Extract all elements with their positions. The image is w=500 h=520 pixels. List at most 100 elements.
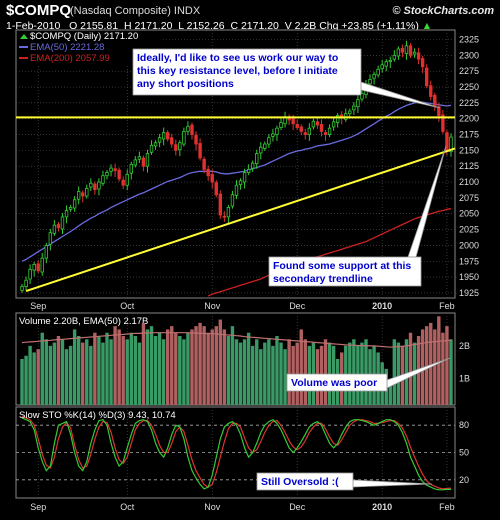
volume-bar [28,345,32,405]
candle-body [323,132,328,135]
volume-bar [230,326,235,405]
quote-line: 1-Feb-2010 O 2155.81 H 2171.20 L 2152.26… [6,20,432,32]
candle-legend-icon [20,34,28,39]
volume-bar [24,355,28,405]
volume-bar [36,349,40,405]
candle-body [445,132,449,153]
candle-body [246,168,251,173]
candle-body [250,162,255,169]
volume-bar [303,339,307,405]
x-tick-label-bottom: Feb [439,502,455,512]
candle-body [384,61,388,67]
candle-body [291,118,295,125]
sto-callout-text-line: Still Oversold :( [261,476,339,488]
resistance-callout-text-line: this key resistance level, before I init… [137,65,338,77]
candle-body [392,54,397,60]
candle-body [60,216,65,230]
candle-body [441,114,445,132]
candle-body [242,172,247,183]
volume-bar [182,339,186,405]
support-callout-text-line: Found some support at this [273,260,411,272]
candle-body [360,92,364,100]
candle-body [56,224,61,229]
x-tick-label: Nov [204,301,221,311]
volume-bar [234,339,239,405]
volume-bar [178,336,182,405]
candle-body [307,127,312,135]
price-tick-label: 2075 [459,193,479,203]
volume-bar [157,332,162,405]
candle-body [36,263,40,272]
candle-body [32,264,36,271]
volume-bar [449,339,453,405]
candle-body [186,125,190,132]
candle-body [68,206,73,210]
price-tick-label: 2250 [459,82,479,92]
candle-body [449,136,453,153]
x-tick-label: 2010 [372,301,392,311]
candle-body [267,137,271,145]
volume-bar [32,352,36,405]
volume-bar [263,342,267,405]
support-callout-box [268,256,422,287]
volume-bar [433,329,437,405]
volume-bar [206,332,210,405]
volume-bar [259,349,263,405]
candle-body [420,58,425,68]
candle-body [137,156,142,160]
candle-body [433,94,437,107]
candle-body [348,110,352,115]
volume-bar [89,345,93,405]
candle-body [149,144,154,153]
candle-body [230,194,235,207]
symbol-label: $COMPQ [6,2,72,19]
index-description: (Nasdaq Composite) INDX [70,5,201,17]
price-tick-label: 2200 [459,114,479,124]
candle-body [153,142,158,147]
volume-bar [194,326,198,405]
candle-body [40,257,44,273]
volume-bar [364,339,368,405]
volume-bar [222,329,227,405]
ema200-line [207,208,452,297]
volume-bar [145,329,150,405]
candle-body [255,153,259,165]
candle-body [404,45,409,54]
price-tick-label: 2000 [459,240,479,250]
candle-body [194,134,198,145]
volume-ema-line [21,332,452,348]
volume-bar [287,339,291,405]
volume-bar [424,326,429,405]
volume-tick-label: 1B [459,374,470,384]
candle-body [437,106,441,116]
candle-body [113,168,117,172]
volume-bar [275,336,279,405]
volume-bar [437,316,441,405]
quote-volume: V 2.2B [284,20,317,32]
volume-bar [68,345,73,405]
x-tick-label: Sep [30,301,46,311]
quote-date: 1-Feb-2010 [6,20,61,32]
candle-body [85,187,89,197]
candle-body [101,175,105,184]
volume-callout-box [286,373,388,392]
candle-body [20,286,24,291]
volume-bar [60,339,65,405]
price-tick-label: 2025 [459,225,479,235]
candle-body [206,168,210,177]
candle-body [133,159,138,166]
volume-bar [250,345,255,405]
volume-bar [117,329,121,405]
candle-body [372,73,376,79]
ema50-line [21,101,452,262]
volume-bar [396,342,401,405]
candle-body [388,60,392,63]
volume-bar [218,319,223,405]
volume-bar [283,349,287,405]
price-tick-label: 2325 [459,35,479,45]
resistance-callout-box [132,48,362,96]
volume-bar [226,336,231,405]
x-tick-label-bottom: Oct [120,502,135,512]
x-tick-label-bottom: Dec [289,502,306,512]
